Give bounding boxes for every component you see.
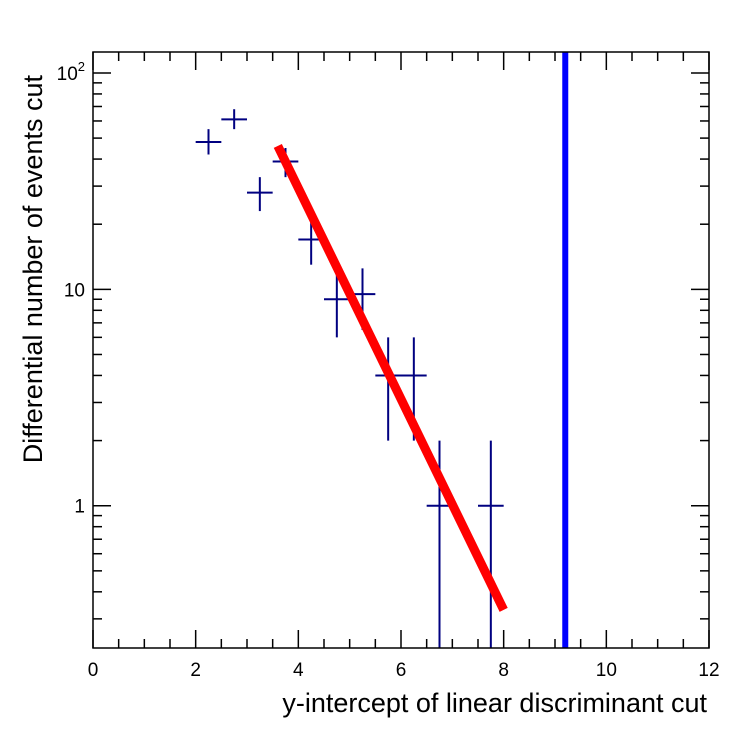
plot-area xyxy=(195,52,569,648)
data-point xyxy=(247,177,273,212)
x-tick-label: 2 xyxy=(190,660,201,681)
y-tick-label: 1 xyxy=(74,497,85,518)
x-tick-label: 10 xyxy=(596,660,617,681)
x-tick-label: 12 xyxy=(698,660,719,681)
x-axis-title: y-intercept of linear discriminant cut xyxy=(282,688,707,718)
y-tick-label: 102 xyxy=(57,59,85,85)
data-point xyxy=(221,109,247,130)
data-point xyxy=(324,272,350,338)
y-axis: 1 10 102 xyxy=(57,59,709,620)
x-tick-label: 6 xyxy=(396,660,407,681)
x-axis: 0 2 4 6 8 10 12 xyxy=(88,52,720,681)
fit-line xyxy=(273,143,508,612)
x-tick-label: 0 xyxy=(88,660,99,681)
data-point xyxy=(478,440,504,648)
data-point xyxy=(195,129,222,155)
x-tick-label: 4 xyxy=(293,660,304,681)
y-tick-label: 10 xyxy=(64,280,85,301)
x-tick-label: 8 xyxy=(498,660,509,681)
y-axis-title: Differential number of events cut xyxy=(18,75,48,464)
